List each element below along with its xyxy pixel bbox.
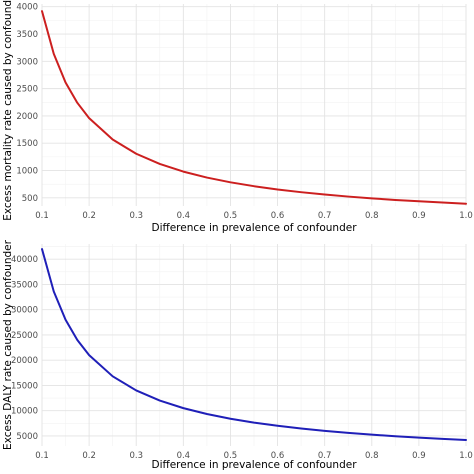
x-tick-label: 0.2: [82, 451, 96, 461]
x-tick-label: 0.9: [412, 211, 426, 221]
x-tick-label: 1.0: [459, 211, 473, 221]
x-tick-label: 0.1: [35, 211, 49, 221]
x-tick-label: 0.5: [224, 211, 238, 221]
y-tick-label: 3000: [16, 57, 38, 67]
x-tick-label: 1.0: [459, 451, 473, 461]
x-tick-label: 0.2: [82, 211, 96, 221]
y-tick-label: 2500: [16, 85, 38, 95]
y-tick-label: 2000: [16, 112, 38, 122]
y-tick-label: 5000: [16, 432, 38, 442]
x-tick-label: 0.8: [365, 211, 379, 221]
y-tick-label: 1500: [16, 139, 38, 149]
series-line: [41, 248, 467, 441]
y-tick-label: 500: [22, 194, 38, 204]
y-tick-label: 30000: [11, 306, 38, 316]
y-tick-label: 1000: [16, 167, 38, 177]
x-tick-label: 0.7: [318, 211, 332, 221]
x-tick-label: 0.1: [35, 451, 49, 461]
x-tick-label: 0.6: [271, 451, 285, 461]
x-tick-label: 0.6: [271, 211, 285, 221]
y-tick-label: 15000: [11, 381, 38, 391]
y-tick-label: 25000: [11, 331, 38, 341]
x-tick-label: 0.8: [365, 451, 379, 461]
daly-chart: 0.1 0.2 0.3 0.4 0.5 0.6 0.7 0.8 0.9 1.0 5000 10000 1…: [2, 239, 473, 471]
y-tick-label: 35000: [11, 280, 38, 290]
x-tick-label: 0.4: [177, 211, 191, 221]
y-axis-title: Excess mortality rate caused by confound…: [2, 0, 14, 221]
x-axis-title: Difference in prevalence of confounder: [151, 459, 357, 471]
y-tick-label: 10000: [11, 407, 38, 417]
x-tick-label: 0.4: [177, 451, 191, 461]
y-axis-title: Excess DALY rate caused by confounder: [2, 239, 14, 450]
x-axis-title: Difference in prevalence of confounder: [151, 222, 357, 234]
y-tick-label: 40000: [11, 255, 38, 265]
y-tick-label: 3500: [16, 30, 38, 40]
x-tick-label: 0.7: [318, 451, 332, 461]
series-line: [41, 10, 467, 205]
y-tick-label: 4000: [16, 3, 38, 13]
x-tick-label: 0.9: [412, 451, 426, 461]
x-tick-label: 0.3: [129, 211, 143, 221]
y-tick-label: 20000: [11, 356, 38, 366]
x-tick-label: 0.5: [224, 451, 238, 461]
x-tick-label: 0.3: [129, 451, 143, 461]
mortality-chart: 0.1 0.2 0.3 0.4 0.5 0.6 0.7 0.8 0.9 1.0 500 1000 150…: [2, 0, 473, 234]
